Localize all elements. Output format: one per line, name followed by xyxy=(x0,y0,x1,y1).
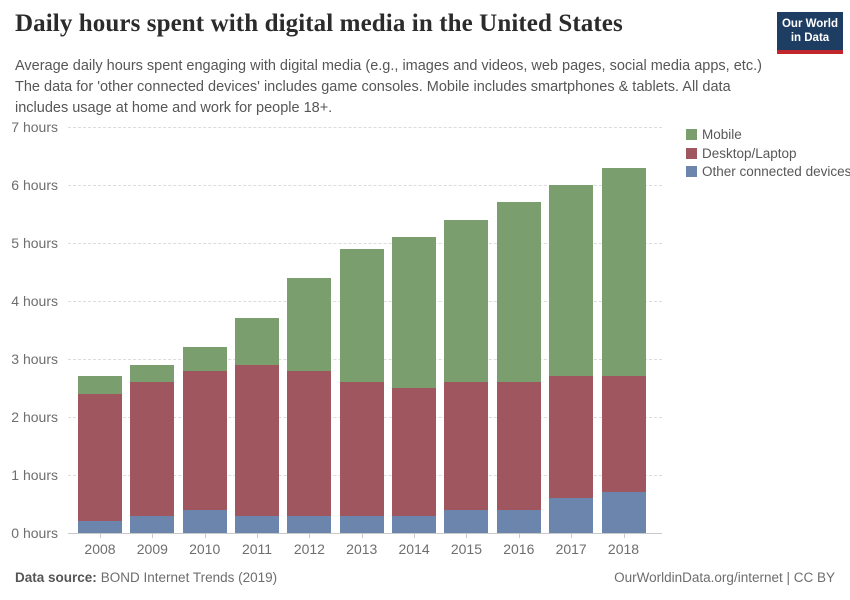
legend-item-mobile[interactable]: Mobile xyxy=(686,127,846,143)
bar-segment-mobile[interactable] xyxy=(235,318,280,365)
source-link[interactable]: BOND Internet Trends (2019) xyxy=(100,570,278,585)
x-axis-label: 2012 xyxy=(293,541,325,557)
bar-segment-desktop-laptop[interactable] xyxy=(235,364,280,516)
bar-segment-other-connected-devices[interactable] xyxy=(549,498,594,533)
y-axis-label: 0 hours xyxy=(11,525,58,541)
bar-segment-mobile[interactable] xyxy=(392,237,437,388)
x-axis-tick xyxy=(309,534,311,538)
x-axis-label: 2011 xyxy=(241,541,273,557)
bar-segment-other-connected-devices[interactable] xyxy=(601,492,646,533)
bar-segment-desktop-laptop[interactable] xyxy=(601,376,646,493)
x-axis-line xyxy=(68,533,662,534)
bar-segment-desktop-laptop[interactable] xyxy=(392,388,437,516)
x-axis-label: 2010 xyxy=(189,541,221,557)
bar-segment-mobile[interactable] xyxy=(130,364,175,383)
x-axis-tick xyxy=(361,534,363,538)
bar-segment-mobile[interactable] xyxy=(182,347,227,371)
gridline xyxy=(68,243,662,244)
bar-segment-other-connected-devices[interactable] xyxy=(130,515,175,533)
legend-swatch xyxy=(686,129,697,140)
x-axis-label: 2015 xyxy=(450,541,483,557)
x-axis-label: 2018 xyxy=(607,541,640,557)
bar-segment-mobile[interactable] xyxy=(601,167,646,377)
x-axis-tick xyxy=(466,534,468,538)
x-axis-tick xyxy=(152,534,154,538)
x-axis-tick xyxy=(623,534,625,538)
legend-label: Other connected devices xyxy=(702,164,850,179)
footer-source: Data source: BOND Internet Trends (2019) xyxy=(15,570,277,585)
x-axis-tick xyxy=(257,534,259,538)
x-axis-tick xyxy=(518,534,520,538)
x-axis-label: 2013 xyxy=(346,541,378,557)
x-axis-tick xyxy=(204,534,206,538)
bar-segment-desktop-laptop[interactable] xyxy=(549,376,594,499)
bar-segment-desktop-laptop[interactable] xyxy=(182,370,227,510)
bar-segment-other-connected-devices[interactable] xyxy=(182,509,227,533)
bar-segment-other-connected-devices[interactable] xyxy=(287,515,332,533)
legend-label: Desktop/Laptop xyxy=(702,145,797,161)
legend-swatch xyxy=(686,147,697,159)
y-axis-label: 1 hours xyxy=(11,467,58,483)
chart-subtitle: Average daily hours spent engaging with … xyxy=(15,58,762,116)
owid-logo-line1: Our World xyxy=(781,18,838,30)
y-axis-label: 4 hours xyxy=(11,293,58,309)
bar-segment-mobile[interactable] xyxy=(339,248,384,383)
y-axis-label: 7 hours xyxy=(11,119,58,135)
bar-segment-other-connected-devices[interactable] xyxy=(496,509,541,533)
bar-segment-other-connected-devices[interactable] xyxy=(235,515,280,533)
gridline xyxy=(68,127,662,128)
legend-label: Mobile xyxy=(702,127,742,142)
legend-swatch xyxy=(686,166,697,177)
x-axis-label: 2017 xyxy=(555,541,587,557)
bar-segment-desktop-laptop[interactable] xyxy=(130,382,175,516)
owid-logo-line2: in Data xyxy=(790,32,830,45)
x-axis-label: 2016 xyxy=(503,541,535,557)
bar-segment-desktop-laptop[interactable] xyxy=(496,382,541,510)
bar-segment-desktop-laptop[interactable] xyxy=(287,370,332,516)
source-label: Data source: xyxy=(15,570,97,585)
bar-segment-other-connected-devices[interactable] xyxy=(444,509,489,533)
bar-segment-desktop-laptop[interactable] xyxy=(444,382,489,510)
legend-item-desktop-laptop[interactable]: Desktop/Laptop xyxy=(686,146,846,162)
x-axis-label: 2008 xyxy=(84,541,116,557)
bar-segment-mobile[interactable] xyxy=(444,219,489,383)
legend-item-other-connected-devices[interactable]: Other connected devices xyxy=(686,164,850,180)
bar-segment-other-connected-devices[interactable] xyxy=(339,515,384,533)
y-axis-label: 5 hours xyxy=(11,235,58,251)
bar-segment-mobile[interactable] xyxy=(287,277,332,371)
bar-segment-other-connected-devices[interactable] xyxy=(392,515,437,533)
y-axis-label: 3 hours xyxy=(11,351,58,367)
x-axis-tick xyxy=(100,534,101,538)
owid-logo[interactable]: Our World in Data xyxy=(777,12,843,54)
bar-segment-mobile[interactable] xyxy=(496,202,541,383)
y-axis-label: 6 hours xyxy=(11,177,58,193)
gridline xyxy=(68,185,662,186)
bar-segment-mobile[interactable] xyxy=(549,185,594,377)
x-axis-tick xyxy=(571,534,573,538)
x-axis-label: 2014 xyxy=(398,541,430,557)
bar-segment-desktop-laptop[interactable] xyxy=(339,382,384,516)
bar-segment-desktop-laptop[interactable] xyxy=(78,393,122,522)
bar-segment-other-connected-devices[interactable] xyxy=(78,521,122,533)
page-title: Daily hours spent with digital media in … xyxy=(15,10,623,37)
x-axis-label: 2009 xyxy=(136,541,168,557)
footer-license-link[interactable]: OurWorldinData.org/internet | CC BY xyxy=(614,570,835,585)
y-axis-label: 2 hours xyxy=(11,409,58,425)
bar-segment-mobile[interactable] xyxy=(78,376,122,394)
x-axis-tick xyxy=(414,534,416,538)
